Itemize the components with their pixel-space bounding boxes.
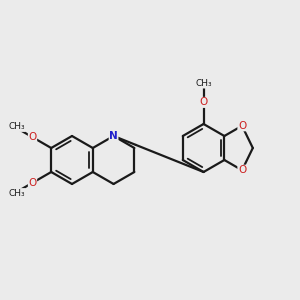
Text: O: O: [200, 98, 208, 107]
Text: O: O: [28, 132, 37, 142]
Text: O: O: [238, 121, 246, 131]
Text: CH₃: CH₃: [8, 188, 25, 197]
Text: CH₃: CH₃: [195, 79, 212, 88]
Text: CH₃: CH₃: [8, 122, 25, 131]
Text: O: O: [238, 165, 246, 175]
Text: O: O: [28, 178, 37, 188]
Text: N: N: [109, 131, 118, 141]
